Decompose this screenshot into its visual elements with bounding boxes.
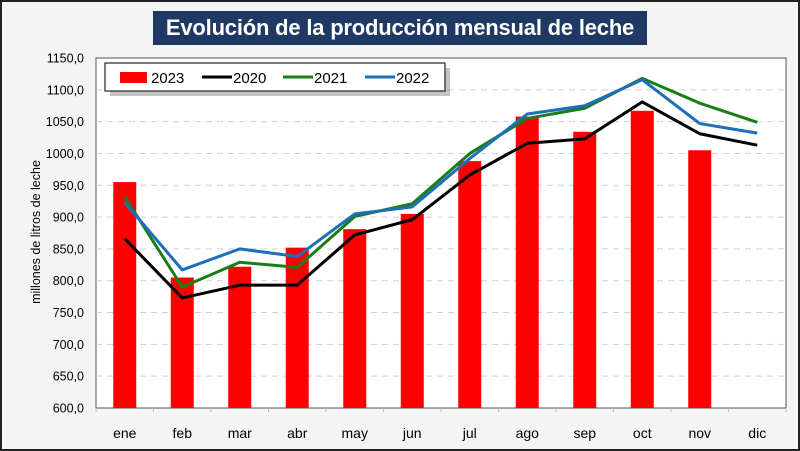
bar-2023-nov — [688, 150, 712, 409]
y-tick-label: 600,0 — [53, 402, 84, 416]
x-axis-ticks: ene feb mar abr may jun jul ago sep oct nov dic — [95, 408, 787, 441]
bar-2023-jul — [458, 161, 482, 408]
line-2021 — [123, 76, 758, 289]
y-tick-label: 950,0 — [53, 179, 84, 193]
x-tick-label: sep — [573, 425, 596, 441]
y-tick-label: 750,0 — [53, 306, 84, 320]
y-tick-label: 850,0 — [53, 242, 84, 256]
bar-2023-may — [343, 229, 367, 408]
y-axis-ticks: 600,0 650,0 700,0 750,0 800,0 850,0 900,0 950,0… — [46, 52, 84, 416]
x-tick-label: jun — [402, 425, 422, 441]
bars-2023 — [113, 110, 712, 409]
x-tick-label: nov — [688, 425, 711, 441]
x-tick-label: abr — [287, 425, 308, 441]
x-tick-label: mar — [228, 425, 252, 441]
x-tick-label: oct — [633, 425, 652, 441]
y-tick-label: 700,0 — [53, 338, 84, 352]
legend: 2023 2020 2021 2022 — [104, 62, 450, 96]
legend-label-2022: 2022 — [396, 70, 429, 87]
y-tick-label: 1100,0 — [47, 83, 84, 97]
y-tick-label: 900,0 — [53, 211, 84, 225]
y-tick-label: 1050,0 — [46, 115, 84, 129]
y-tick-label: 1150,0 — [47, 52, 84, 66]
bar-2023-feb — [170, 277, 194, 408]
x-tick-label: jul — [462, 425, 477, 441]
x-tick-label: feb — [173, 425, 193, 441]
legend-swatch-2023 — [120, 72, 147, 83]
legend-label-2021: 2021 — [314, 70, 347, 87]
bar-2023-mar — [228, 266, 252, 408]
legend-label-2023: 2023 — [151, 70, 184, 87]
bar-2023-sep — [573, 131, 597, 408]
line-2022 — [123, 78, 758, 272]
x-tick-label: may — [342, 425, 368, 441]
x-tick-label: ago — [516, 425, 540, 441]
y-tick-label: 800,0 — [53, 274, 84, 288]
line-2020 — [123, 100, 758, 300]
line-series — [123, 76, 758, 300]
x-tick-label: dic — [748, 425, 766, 441]
y-tick-label: 650,0 — [53, 370, 84, 384]
legend-label-2020: 2020 — [233, 70, 266, 87]
bar-2023-oct — [630, 110, 654, 409]
y-tick-label: 1000,0 — [46, 147, 84, 161]
bar-2023-abr — [285, 247, 309, 408]
bar-2023-jun — [400, 213, 424, 408]
bar-2023-ene — [113, 182, 137, 408]
x-tick-label: ene — [113, 425, 137, 441]
bar-2023-ago — [515, 116, 539, 408]
chart-title: Evolución de la producción mensual de le… — [153, 11, 647, 45]
